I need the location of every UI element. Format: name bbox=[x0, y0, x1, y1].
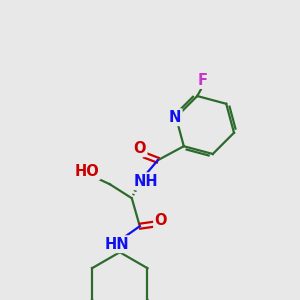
Text: F: F bbox=[197, 73, 207, 88]
Text: HN: HN bbox=[104, 237, 129, 252]
Text: O: O bbox=[154, 213, 167, 228]
Text: NH: NH bbox=[134, 174, 158, 189]
Text: O: O bbox=[134, 141, 146, 156]
Text: HO: HO bbox=[74, 164, 99, 179]
Text: N: N bbox=[169, 110, 181, 125]
